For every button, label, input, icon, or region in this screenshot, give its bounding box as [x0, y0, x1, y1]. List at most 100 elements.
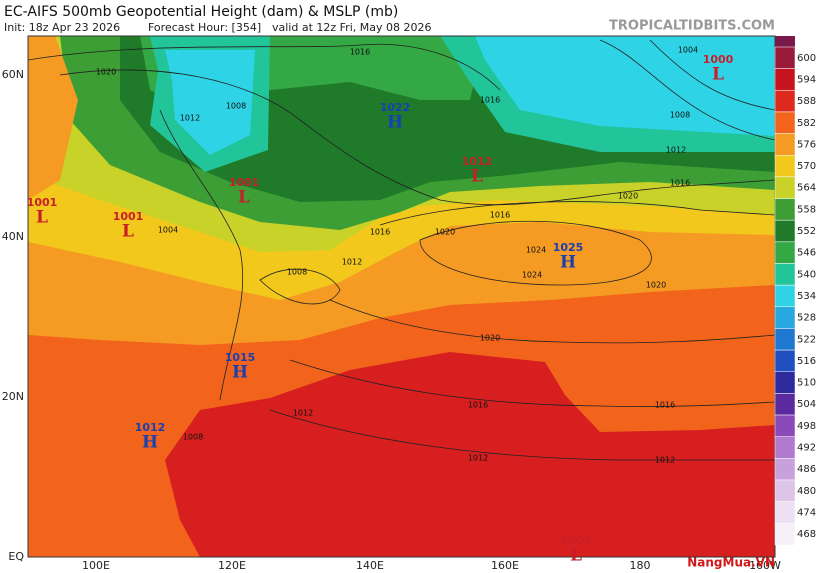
lat-label: EQ [8, 550, 24, 563]
isobar [159, 109, 244, 401]
system-symbol: H [560, 253, 576, 273]
colorbar-label: 468 [797, 529, 816, 540]
init-time: Init: 18z Apr 23 2026 [4, 21, 120, 34]
system-symbol: L [712, 65, 724, 85]
lat-label: 60N [2, 68, 24, 81]
colorbar-swatch [774, 393, 796, 416]
system-symbol: L [238, 188, 250, 208]
isobar-label: 1020 [96, 68, 116, 77]
colorbar-swatch [774, 111, 796, 134]
colorbar-swatch [774, 176, 796, 199]
colorbar-label: 564 [797, 183, 816, 194]
colorbar-label: 522 [797, 334, 816, 345]
lon-label: 160W [749, 559, 781, 572]
colorbar-swatch [774, 155, 796, 178]
system-pressure: 1022 [380, 101, 411, 114]
colorbar-swatch [774, 414, 796, 437]
system-pressure: 1012 [462, 155, 493, 168]
isobar [269, 409, 775, 461]
colorbar-label: 576 [797, 139, 816, 150]
system-pressure: 1005 [561, 534, 592, 547]
colorbar-label: 486 [797, 464, 816, 475]
isobar-label: 1016 [655, 401, 675, 410]
map-field [28, 36, 775, 557]
colorbar-swatch [774, 241, 796, 264]
system-pressure: 1001 [113, 210, 144, 223]
system-symbol: L [122, 222, 134, 242]
colorbar-swatch [774, 46, 796, 69]
system-symbol: L [36, 208, 48, 228]
isobar-label: 1012 [293, 409, 313, 418]
colorbar-swatch [774, 436, 796, 459]
lon-label: 180 [630, 559, 651, 572]
lat-label: 40N [2, 230, 24, 243]
system-pressure: 1012 [135, 421, 166, 434]
system-pressure: 1001 [27, 196, 58, 209]
colorbar-label: 588 [797, 96, 816, 107]
isobar-label: 1016 [350, 48, 370, 57]
isobar-label: 1008 [226, 102, 246, 111]
forecast-hour: Forecast Hour: [354] [148, 21, 261, 34]
watermark: NangMua.VN [687, 556, 775, 570]
isobar-label: 1004 [158, 226, 178, 235]
colorbar-swatch [774, 501, 796, 524]
isobar-label: 1012 [180, 114, 200, 123]
colorbar-label: 480 [797, 486, 816, 497]
colorbar-label: 546 [797, 248, 816, 259]
isobar-label: 1012 [666, 146, 686, 155]
colorbar-swatch [774, 263, 796, 286]
band [28, 36, 78, 200]
system-symbol: L [471, 167, 483, 187]
isobar [379, 201, 775, 226]
colorbar-label: 552 [797, 226, 816, 237]
isobar-label: 1020 [618, 192, 638, 201]
isobar-label: 1016 [480, 96, 500, 105]
colorbar-label: 594 [797, 74, 816, 85]
colorbar-swatch [774, 219, 796, 243]
system-symbol: H [142, 433, 158, 453]
colorbar-label: 498 [797, 421, 816, 432]
isobar [259, 268, 341, 305]
lat-label: 20N [2, 390, 24, 403]
colorbar-swatch [774, 90, 796, 113]
isobar [289, 359, 775, 407]
colorbar-label: 570 [797, 161, 816, 172]
isobar-label: 1024 [526, 246, 546, 255]
colorbar-swatch [774, 523, 796, 546]
system-pressure: 1000 [703, 53, 734, 66]
colorbar-swatch [774, 68, 796, 91]
site-name: TROPICALTIDBITS.COM [609, 19, 775, 34]
colorbar-label: 492 [797, 443, 816, 454]
isobar-label: 1004 [678, 46, 698, 55]
band [165, 50, 255, 155]
isobar-label: 1016 [468, 401, 488, 410]
colorbar-label: 582 [797, 118, 816, 129]
lon-label: 160E [491, 559, 519, 572]
colorbar-label: 528 [797, 313, 816, 324]
isobar [649, 39, 775, 111]
colorbar-swatch [774, 479, 796, 502]
system-pressure: 1015 [225, 351, 256, 364]
colorbar-label: 534 [797, 291, 816, 302]
isobar-label: 1012 [468, 454, 488, 463]
isobar-label: 1016 [670, 179, 690, 188]
isobar [329, 299, 775, 344]
system-pressure: 1025 [553, 241, 584, 254]
isobar-label: 1016 [370, 228, 390, 237]
title: EC-AIFS 500mb Geopotential Height (dam) … [4, 4, 398, 20]
colorbar-swatch [774, 284, 796, 308]
valid-time: valid at 12z Fri, May 08 2026 [272, 21, 431, 34]
system-pressure: 1001 [229, 176, 260, 189]
isobar-label: 1024 [522, 271, 542, 280]
isobar [419, 220, 652, 286]
colorbar-swatch [774, 328, 796, 351]
colorbar-cap [775, 36, 795, 47]
isobar-label: 1020 [646, 281, 666, 290]
system-symbol: H [387, 113, 403, 133]
isobar-label: 1012 [655, 456, 675, 465]
system-symbol: L [570, 546, 582, 566]
isobar-label: 1008 [670, 111, 690, 120]
isobar-label: 1008 [183, 433, 203, 442]
isobar [28, 43, 501, 91]
